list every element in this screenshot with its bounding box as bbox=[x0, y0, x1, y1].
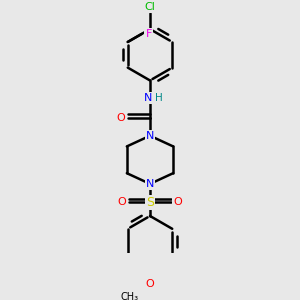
Text: Cl: Cl bbox=[145, 2, 155, 12]
Text: O: O bbox=[146, 279, 154, 290]
Text: O: O bbox=[118, 197, 127, 207]
Text: S: S bbox=[146, 196, 154, 209]
Text: F: F bbox=[146, 29, 152, 39]
Text: N: N bbox=[144, 93, 152, 103]
Text: H: H bbox=[155, 93, 163, 103]
Text: O: O bbox=[116, 113, 125, 123]
Text: N: N bbox=[146, 179, 154, 189]
Text: CH₃: CH₃ bbox=[121, 292, 139, 300]
Text: O: O bbox=[173, 197, 182, 207]
Text: N: N bbox=[146, 131, 154, 141]
